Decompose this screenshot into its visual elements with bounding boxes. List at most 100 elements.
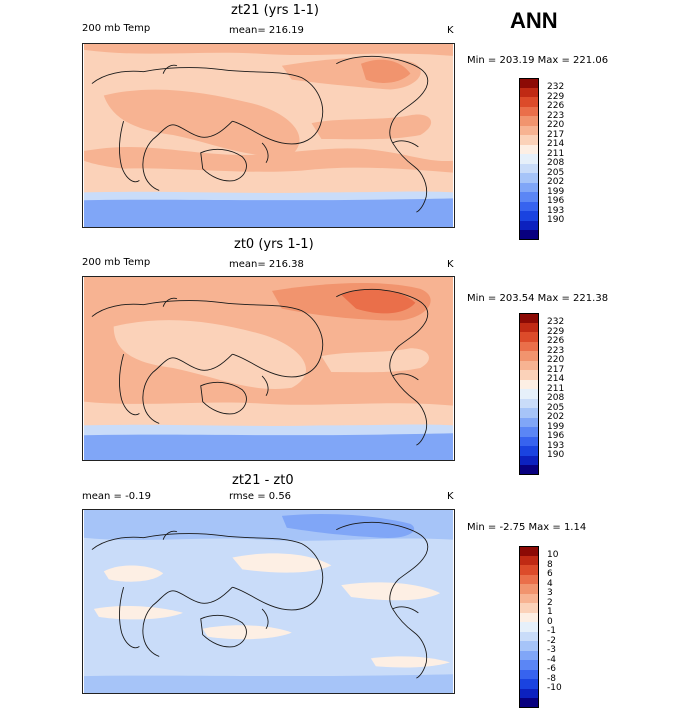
- colorbar-swatch: [519, 650, 539, 660]
- colorbar-label: 193: [547, 440, 565, 451]
- coastline: [392, 375, 428, 446]
- coastline: [91, 67, 324, 145]
- colorbar-swatch: [519, 593, 539, 603]
- season-label: ANN: [510, 8, 558, 33]
- colorbar-swatch: [519, 144, 539, 154]
- colorbar-swatch: [519, 698, 539, 708]
- colorbar-label: 2: [547, 597, 553, 608]
- colorbar-label: 190: [547, 450, 565, 460]
- colorbar-swatch: [519, 341, 539, 351]
- coastline: [261, 375, 269, 396]
- panel-2-contour-map: [84, 277, 453, 460]
- coastline: [200, 148, 247, 182]
- contour-region: [84, 44, 453, 56]
- panel-3-title: zt21 - zt0: [232, 473, 294, 488]
- contour-region: [202, 625, 292, 640]
- colorbar-label: 1: [547, 607, 553, 617]
- colorbar-swatch: [519, 436, 539, 446]
- colorbar-label: 217: [547, 364, 565, 375]
- colorbar-label: 8: [547, 559, 553, 570]
- coastline: [392, 608, 428, 679]
- colorbar-swatch: [519, 370, 539, 380]
- colorbar-label: 199: [547, 421, 565, 432]
- colorbar-swatch: [519, 574, 539, 584]
- colorbar-swatch: [519, 408, 539, 418]
- panel-2-mean-label: mean= 216.38: [229, 259, 304, 270]
- panel-1-unit: K: [447, 25, 454, 36]
- contour-region: [321, 348, 429, 373]
- colorbar-swatch: [519, 97, 539, 107]
- coastline: [119, 354, 140, 416]
- colorbar-swatch: [519, 125, 539, 135]
- coastline: [261, 142, 269, 163]
- colorbar-swatch: [519, 565, 539, 575]
- panel-2-minmax: Min = 203.54 Max = 221.38: [467, 293, 609, 304]
- colorbar-swatch: [519, 379, 539, 389]
- coastline: [162, 64, 178, 74]
- colorbar-swatch: [519, 211, 539, 221]
- colorbar-label: 223: [547, 110, 565, 121]
- colorbar-label: 214: [547, 374, 565, 384]
- contour-region: [311, 114, 432, 140]
- coastline: [392, 142, 428, 213]
- contour-region: [103, 89, 300, 156]
- colorbar-label: 193: [547, 205, 565, 216]
- colorbar-swatch: [519, 201, 539, 211]
- colorbar-label: 226: [547, 101, 565, 111]
- colorbar-label: 196: [547, 431, 565, 441]
- colorbar-label: 205: [547, 167, 565, 178]
- colorbar-label: -4: [547, 654, 556, 665]
- coastline: [162, 297, 178, 307]
- colorbar-swatch: [519, 398, 539, 408]
- panel-3-unit: K: [447, 491, 454, 502]
- contour-region: [84, 445, 453, 460]
- colorbar-label: 232: [547, 82, 565, 92]
- coastline: [142, 353, 233, 424]
- colorbar-swatch: [519, 455, 539, 465]
- coastline: [261, 608, 269, 629]
- colorbar-swatch: [519, 427, 539, 437]
- contour-region: [113, 320, 307, 389]
- colorbar-swatch: [519, 641, 539, 651]
- colorbar-label: 208: [547, 393, 565, 403]
- colorbar-label: 217: [547, 129, 565, 140]
- colorbar-label: 10: [547, 550, 559, 560]
- colorbar-swatch: [519, 78, 539, 88]
- contour-region: [232, 553, 332, 573]
- colorbar-swatch: [519, 631, 539, 641]
- colorbar-label: 6: [547, 569, 553, 579]
- panel-3-minmax: Min = -2.75 Max = 1.14: [467, 522, 587, 533]
- colorbar-swatch: [519, 465, 539, 475]
- colorbar-swatch: [519, 584, 539, 594]
- panel-3-mean-label: mean = -0.19: [82, 491, 151, 502]
- colorbar-swatch: [519, 688, 539, 698]
- coastline: [119, 587, 140, 649]
- coastline: [91, 533, 324, 611]
- coastlines: [91, 521, 429, 679]
- panel-3-rmse-label: rmse = 0.56: [229, 491, 292, 502]
- colorbar-label: 196: [547, 196, 565, 206]
- colorbar-swatch: [519, 612, 539, 622]
- panel-1-mean-label: mean= 216.19: [229, 25, 304, 36]
- panel-1-contour-map: [84, 44, 453, 227]
- panel-1-variable-label: 200 mb Temp: [82, 23, 151, 34]
- colorbar-swatch: [519, 322, 539, 332]
- contour-region: [341, 289, 416, 314]
- coastline: [200, 614, 247, 648]
- panel-1-minmax: Min = 203.19 Max = 221.06: [467, 55, 609, 66]
- colorbar-swatch: [519, 360, 539, 370]
- colorbar-label: 190: [547, 215, 565, 225]
- colorbar-label: -8: [547, 673, 556, 684]
- colorbar-swatch: [519, 135, 539, 145]
- colorbar-swatch: [519, 546, 539, 556]
- colorbar-swatch: [519, 192, 539, 202]
- coastline: [392, 606, 419, 614]
- colorbar-label: 202: [547, 177, 565, 187]
- colorbar-swatch: [519, 555, 539, 565]
- panel-3-map: [82, 509, 455, 694]
- colorbar-label: -2: [547, 635, 556, 646]
- contour-region: [103, 565, 164, 582]
- colorbar-label: 208: [547, 158, 565, 168]
- colorbar-swatch: [519, 622, 539, 632]
- colorbar-swatch: [519, 220, 539, 230]
